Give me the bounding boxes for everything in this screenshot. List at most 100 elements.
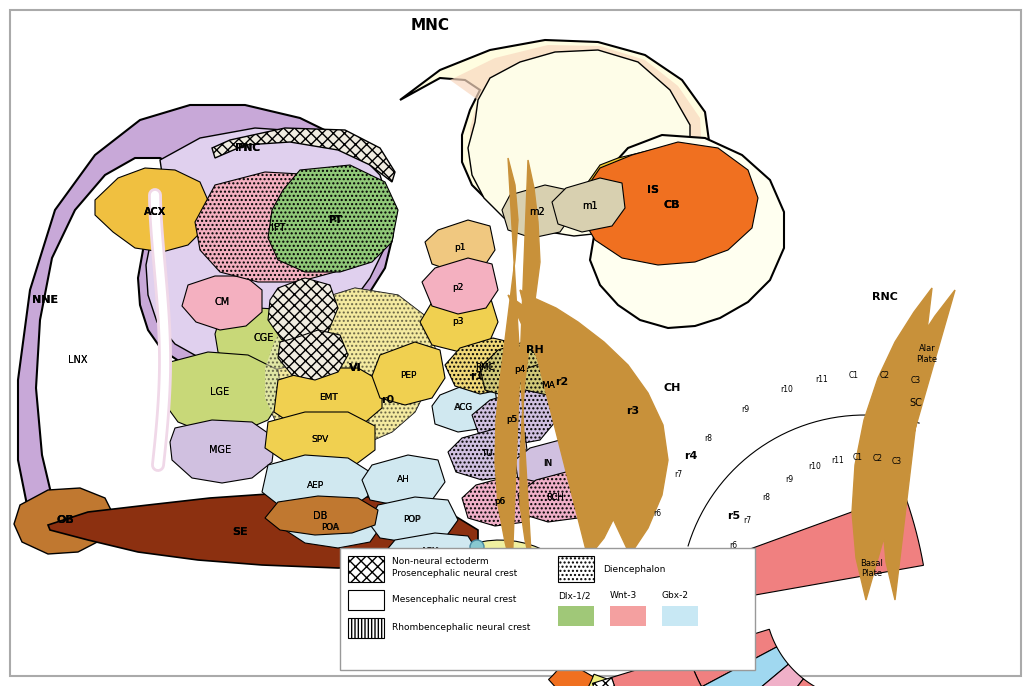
Text: p5: p5 <box>506 416 518 425</box>
Text: DB: DB <box>312 511 327 521</box>
Polygon shape <box>480 340 555 398</box>
Text: r5: r5 <box>728 510 740 521</box>
Text: CGE: CGE <box>254 333 274 343</box>
Polygon shape <box>512 358 580 410</box>
Text: m2: m2 <box>529 207 544 217</box>
Text: LNX: LNX <box>68 355 88 365</box>
Text: LNX: LNX <box>68 355 88 365</box>
Text: p2: p2 <box>453 283 464 292</box>
Polygon shape <box>495 158 540 570</box>
Polygon shape <box>278 330 348 380</box>
Polygon shape <box>724 664 803 686</box>
Polygon shape <box>400 40 710 232</box>
Text: NNE: NNE <box>32 295 58 305</box>
Polygon shape <box>265 412 375 470</box>
Polygon shape <box>508 290 668 558</box>
Text: RH: RH <box>526 345 544 355</box>
Text: Wnt-3: Wnt-3 <box>610 591 637 600</box>
Text: CH: CH <box>663 383 680 393</box>
Text: ACH: ACH <box>421 547 439 556</box>
Polygon shape <box>583 142 758 265</box>
Polygon shape <box>548 660 607 686</box>
Text: Non-neural ectoderm: Non-neural ectoderm <box>392 558 489 567</box>
Bar <box>348 590 384 610</box>
Text: Dlx-1/2: Dlx-1/2 <box>558 591 591 600</box>
Polygon shape <box>274 368 383 432</box>
Text: VI: VI <box>348 363 361 373</box>
Text: SE: SE <box>232 527 247 537</box>
Polygon shape <box>702 647 789 686</box>
Polygon shape <box>182 276 262 330</box>
Text: CM: CM <box>214 297 230 307</box>
Text: PNC: PNC <box>237 143 259 153</box>
Text: DB: DB <box>312 511 327 521</box>
Text: RCH: RCH <box>546 493 564 503</box>
Text: p2: p2 <box>453 283 464 292</box>
Text: POA: POA <box>321 523 339 532</box>
Text: IS: IS <box>647 185 659 195</box>
Text: r0: r0 <box>381 395 395 405</box>
Polygon shape <box>262 455 370 515</box>
Text: CGE: CGE <box>254 333 274 343</box>
Polygon shape <box>580 674 904 686</box>
Text: LGE: LGE <box>210 387 230 397</box>
Text: IFT: IFT <box>271 223 286 233</box>
Polygon shape <box>472 390 555 446</box>
Text: SC: SC <box>909 398 922 407</box>
Text: SE: SE <box>232 527 247 537</box>
Text: TU: TU <box>481 449 493 458</box>
Polygon shape <box>852 288 955 600</box>
Text: MNC: MNC <box>410 18 450 32</box>
Text: EMT: EMT <box>319 394 337 403</box>
Bar <box>662 606 698 626</box>
Text: C3: C3 <box>910 376 921 386</box>
Text: C2: C2 <box>879 371 890 380</box>
Polygon shape <box>170 420 275 483</box>
Polygon shape <box>95 168 210 252</box>
Polygon shape <box>195 172 368 282</box>
Polygon shape <box>432 383 498 432</box>
Polygon shape <box>265 288 435 448</box>
Text: IS: IS <box>647 185 659 195</box>
Polygon shape <box>215 308 312 372</box>
Text: p1: p1 <box>455 244 466 252</box>
Bar <box>558 556 594 582</box>
Polygon shape <box>282 505 383 548</box>
Text: SPV: SPV <box>311 436 329 445</box>
Text: RNC: RNC <box>872 292 898 302</box>
Polygon shape <box>425 220 495 272</box>
Text: POP: POP <box>403 515 421 525</box>
Bar <box>340 548 755 670</box>
Text: r10: r10 <box>808 462 822 471</box>
Text: AH: AH <box>397 475 409 484</box>
Text: p6: p6 <box>495 497 505 506</box>
Polygon shape <box>450 45 702 235</box>
Text: MA: MA <box>541 381 555 390</box>
Polygon shape <box>442 540 594 606</box>
Polygon shape <box>268 278 338 345</box>
Polygon shape <box>445 338 522 394</box>
Bar <box>610 606 646 626</box>
Text: r6: r6 <box>729 541 737 550</box>
Polygon shape <box>594 493 924 623</box>
Text: p1: p1 <box>455 244 466 252</box>
Text: IN: IN <box>543 460 553 469</box>
Text: MGE: MGE <box>209 445 231 455</box>
Text: p3: p3 <box>453 318 464 327</box>
Text: CM: CM <box>214 297 230 307</box>
Polygon shape <box>268 165 398 272</box>
Polygon shape <box>385 533 478 572</box>
Text: r8: r8 <box>705 434 712 442</box>
Bar <box>348 556 384 582</box>
Text: C1: C1 <box>853 453 863 462</box>
Text: r4: r4 <box>684 451 697 461</box>
Text: r8: r8 <box>762 493 770 502</box>
Text: AEP: AEP <box>306 480 324 490</box>
Polygon shape <box>518 472 592 522</box>
Polygon shape <box>212 128 395 182</box>
Polygon shape <box>422 258 498 314</box>
Polygon shape <box>448 428 528 480</box>
Text: RMC: RMC <box>475 364 495 372</box>
Bar <box>348 618 384 638</box>
Polygon shape <box>14 488 115 554</box>
